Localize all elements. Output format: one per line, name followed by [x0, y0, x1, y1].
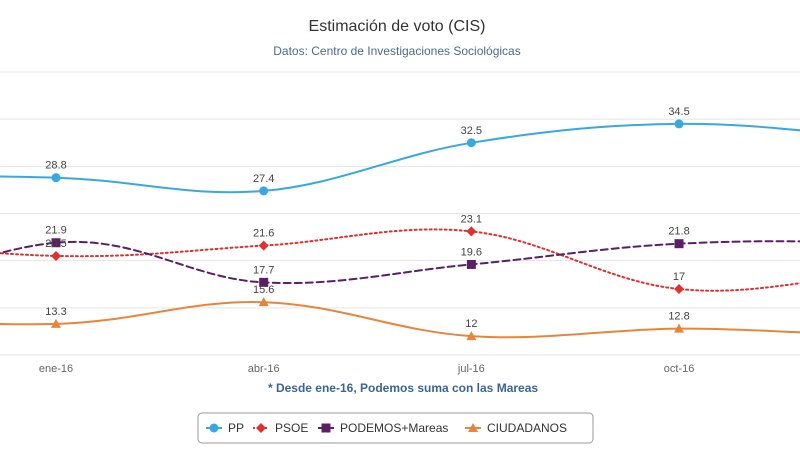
data-point-ciudadanos[interactable] — [258, 297, 269, 307]
series-ciudadanos — [0, 297, 800, 341]
data-label-podemos-mareas: 19.6 — [461, 246, 482, 258]
series-line-podemos-mareas — [0, 240, 800, 285]
legend-label: PP — [228, 421, 244, 435]
data-label-pp: 27.4 — [253, 173, 274, 185]
data-label-podemos-mareas: 21.9 — [45, 225, 66, 237]
chart-note: * Desde ene-16, Podemos suma con las Mar… — [268, 381, 538, 395]
data-point-pp[interactable] — [674, 119, 684, 129]
legend: PP PSOE PODEMOS+Mareas CIUDADANOS — [197, 412, 594, 444]
data-point-pp[interactable] — [259, 186, 269, 196]
data-label-pp: 28.8 — [45, 160, 66, 172]
data-label-podemos-mareas: 17.7 — [253, 264, 274, 276]
gridlines — [0, 71, 800, 356]
x-axis-ticks: ene-16abr-16jul-16oct-16ene-17abr-17jul-… — [39, 363, 695, 375]
legend-marker — [256, 423, 266, 433]
data-point-podemos-mareas[interactable] — [259, 277, 269, 287]
x-tick-label: abr-16 — [248, 363, 280, 375]
chart-subtitle: Datos: Centro de Investigaciones Socioló… — [273, 44, 520, 58]
legend-box — [197, 412, 594, 444]
data-labels: 28.827.432.534.53331.528.82820.521.623.1… — [45, 106, 689, 330]
data-point-podemos-mareas[interactable] — [674, 239, 684, 249]
x-tick-label: ene-16 — [39, 363, 73, 375]
series-line-pp — [0, 122, 800, 194]
legend-marker — [321, 423, 331, 433]
data-label-ciudadanos: 13.3 — [45, 306, 66, 318]
legend-marker — [468, 423, 478, 432]
data-label-pp: 34.5 — [668, 106, 689, 118]
data-label-pp: 32.5 — [461, 125, 482, 137]
data-label-ciudadanos: 15.6 — [253, 284, 274, 296]
series-layer — [0, 119, 800, 341]
data-label-ciudadanos: 12 — [465, 318, 477, 330]
legend-item-pp[interactable]: PP — [206, 421, 244, 435]
data-label-psoe: 23.1 — [461, 213, 482, 225]
data-point-psoe[interactable] — [51, 250, 61, 261]
data-point-ciudadanos[interactable] — [51, 318, 61, 328]
x-tick-label: oct-16 — [664, 363, 695, 375]
legend-item-podemos-mareas[interactable]: PODEMOS+Mareas — [318, 421, 448, 435]
legend-marker — [209, 423, 219, 433]
data-label-psoe: 20.5 — [45, 238, 66, 250]
series-line-ciudadanos — [0, 301, 800, 339]
legend-label: PODEMOS+Mareas — [340, 421, 448, 435]
legend-item-psoe[interactable]: PSOE — [253, 421, 308, 435]
series-podemos-mareas — [0, 238, 800, 287]
data-point-pp[interactable] — [51, 173, 61, 183]
data-point-podemos-mareas[interactable] — [51, 238, 61, 248]
x-tick-label: jul-16 — [457, 363, 485, 375]
data-point-pp[interactable] — [466, 138, 476, 148]
data-point-psoe[interactable] — [466, 226, 477, 237]
data-label-podemos-mareas: 21.8 — [668, 226, 689, 238]
data-point-ciudadanos[interactable] — [674, 323, 685, 333]
series-pp — [0, 119, 800, 196]
legend-label: CIUDADANOS — [487, 421, 567, 435]
data-label-ciudadanos: 12.8 — [668, 311, 689, 323]
data-point-psoe[interactable] — [258, 240, 269, 251]
data-label-psoe: 21.6 — [253, 228, 274, 240]
legend-label: PSOE — [275, 421, 308, 435]
data-point-psoe[interactable] — [674, 283, 685, 294]
data-point-ciudadanos[interactable] — [466, 331, 477, 341]
data-point-podemos-mareas[interactable] — [466, 259, 476, 269]
data-label-psoe: 17 — [673, 271, 685, 283]
legend-item-ciudadanos[interactable]: CIUDADANOS — [465, 421, 567, 435]
chart-title: Estimación de voto (CIS) — [309, 18, 486, 35]
